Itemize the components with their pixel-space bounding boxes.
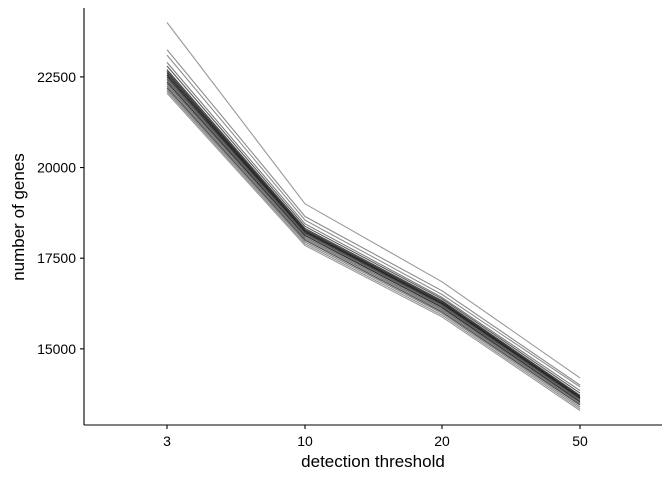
series-line xyxy=(166,72,581,398)
x-axis-ticks: 3 10 20 50 xyxy=(163,425,588,449)
series-line xyxy=(166,85,581,405)
series-line xyxy=(166,92,581,411)
x-tick-label: 20 xyxy=(434,433,450,449)
series-line xyxy=(166,54,581,388)
series-line xyxy=(166,71,581,397)
y-tick-label: 22500 xyxy=(37,69,76,85)
y-tick-label: 17500 xyxy=(37,250,76,266)
y-axis-title: number of genes xyxy=(9,153,28,281)
x-tick-label: 3 xyxy=(163,433,171,449)
y-axis-ticks: 15000 17500 20000 22500 xyxy=(37,69,84,357)
series-line xyxy=(166,80,581,402)
series-line xyxy=(166,76,581,400)
x-tick-label: 10 xyxy=(297,433,313,449)
series-line xyxy=(166,81,581,403)
series-line xyxy=(166,87,581,406)
y-tick-label: 15000 xyxy=(37,341,76,357)
series-line xyxy=(166,83,581,404)
series-line xyxy=(166,78,581,401)
y-tick-label: 20000 xyxy=(37,160,76,176)
series-line xyxy=(166,62,581,392)
series-line xyxy=(166,74,581,399)
series-line xyxy=(166,65,581,394)
series-line xyxy=(166,22,581,379)
series-lines xyxy=(166,22,581,411)
series-line xyxy=(166,91,581,410)
x-tick-label: 50 xyxy=(572,433,588,449)
series-line xyxy=(166,69,581,396)
series-line xyxy=(166,89,581,408)
series-line xyxy=(166,49,581,386)
x-axis-title: detection threshold xyxy=(301,452,445,471)
